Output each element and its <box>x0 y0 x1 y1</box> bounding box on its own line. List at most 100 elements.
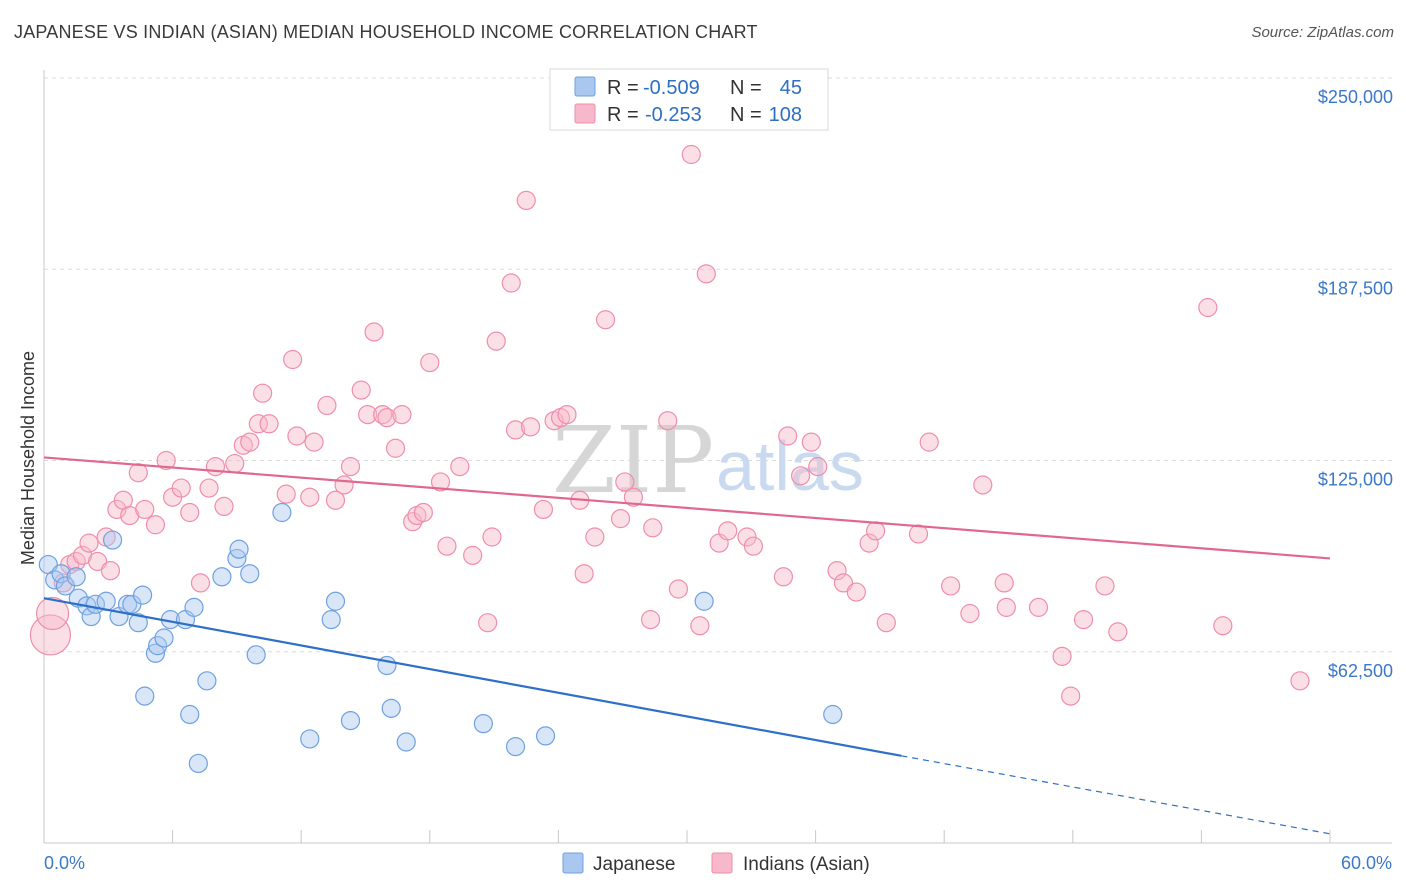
legend-swatch-japanese <box>574 76 596 97</box>
indian-point <box>364 322 384 342</box>
indian-point <box>100 561 121 581</box>
legend-n-value-japanese: 45 <box>780 77 802 99</box>
indian-point <box>668 579 689 599</box>
indian-point <box>334 475 354 495</box>
indian-point <box>996 597 1016 617</box>
indian-point <box>171 478 191 498</box>
indian-point <box>430 472 451 492</box>
japanese-point <box>197 671 217 691</box>
y-tick-label: $125,000 <box>1318 470 1393 490</box>
japanese-point <box>147 636 168 656</box>
legend-r-label-japanese: R = <box>607 77 639 99</box>
bottom-legend-swatch-japanese <box>562 852 584 874</box>
y-axis-label: Median Household Income <box>18 351 38 565</box>
bottom-legend-label-indians: Indians (Asian) <box>743 854 870 875</box>
y-tick-label: $250,000 <box>1318 87 1393 107</box>
japanese-point <box>340 710 361 731</box>
indian-point <box>1213 616 1233 636</box>
japanese-point <box>535 726 556 746</box>
japanese-point <box>321 610 341 630</box>
bottom-legend-label-japanese: Japanese <box>593 854 675 875</box>
indian-point <box>29 614 72 656</box>
indian-point <box>259 414 279 434</box>
indian-point <box>486 331 506 351</box>
indian-point <box>325 490 346 510</box>
legend-n-label-japanese: N = <box>730 77 762 99</box>
indian-point <box>283 349 303 370</box>
indian-point <box>385 438 406 458</box>
indian-point <box>253 383 273 403</box>
japanese-point <box>180 704 200 725</box>
axes <box>43 70 1392 844</box>
trend-line-japanese-extension <box>901 755 1331 835</box>
indian-point <box>437 536 457 556</box>
indian-point <box>696 264 716 284</box>
indian-point <box>516 190 536 210</box>
trend-line-indians <box>43 456 1331 560</box>
indian-point <box>859 533 879 553</box>
japanese-point <box>51 564 71 584</box>
indian-point <box>482 527 502 547</box>
indian-point <box>658 411 678 431</box>
japanese-point <box>188 753 208 774</box>
indian-point <box>1028 597 1049 617</box>
japanese-point <box>184 597 204 617</box>
indian-point <box>199 478 219 498</box>
chart-title: JAPANESE VS INDIAN (ASIAN) MEDIAN HOUSEH… <box>14 22 758 42</box>
indian-point <box>240 432 260 452</box>
indian-point <box>827 561 847 581</box>
indian-point <box>557 405 577 425</box>
japanese-point <box>128 613 148 633</box>
indian-point <box>574 564 594 584</box>
indian-point <box>1108 622 1128 642</box>
y-tick-labels: $62,500 $125,000 $187,500 $250,000 <box>1318 87 1393 681</box>
indian-point <box>420 352 440 373</box>
indian-point <box>866 521 886 541</box>
indian-point <box>919 432 939 452</box>
japanese-point <box>145 643 166 663</box>
japanese-point <box>66 567 86 587</box>
indian-point <box>190 573 211 593</box>
indian-point <box>718 521 738 541</box>
indian-point <box>960 603 980 624</box>
indian-point <box>128 463 148 483</box>
japanese-point <box>694 591 714 611</box>
indian-point <box>585 527 605 547</box>
indian-point <box>1095 576 1115 596</box>
chart-source: Source: ZipAtlas.com <box>1251 24 1394 41</box>
watermark: ZIP atlas <box>552 407 864 514</box>
indian-point <box>640 610 661 630</box>
watermark-zip: ZIP <box>552 407 714 514</box>
japanese-point <box>381 698 401 718</box>
japanese-point <box>135 686 155 706</box>
indian-point <box>413 502 433 523</box>
indian-point <box>994 573 1014 593</box>
indian-point <box>145 515 166 535</box>
indian-point <box>941 576 961 596</box>
indian-point <box>276 484 296 504</box>
indian-point <box>300 487 320 507</box>
series-indians-asian <box>29 144 1310 706</box>
japanese-point <box>396 732 416 752</box>
series-legend: Japanese Indians (Asian) <box>562 852 870 875</box>
indian-point <box>358 405 378 425</box>
indian-point <box>773 567 794 587</box>
correlation-legend: R = -0.509 N = 45 R = -0.253 N = 108 <box>549 68 829 131</box>
x-tick-label-min: 0.0% <box>44 853 85 873</box>
japanese-point <box>300 729 320 749</box>
legend-swatch-indians <box>574 103 596 124</box>
indian-point <box>248 414 268 434</box>
y-tick-label: $187,500 <box>1318 278 1393 298</box>
indian-point <box>808 457 828 477</box>
japanese-point <box>473 714 493 734</box>
indian-point <box>876 613 896 633</box>
japanese-point <box>505 737 526 757</box>
x-tick-label-max: 60.0% <box>1341 853 1392 873</box>
japanese-point <box>229 539 249 559</box>
watermark-atlas: atlas <box>716 427 864 505</box>
indian-point <box>478 613 498 633</box>
japanese-point <box>102 530 123 550</box>
indian-point <box>377 408 397 428</box>
indian-point <box>778 426 798 446</box>
indian-point <box>205 457 226 477</box>
